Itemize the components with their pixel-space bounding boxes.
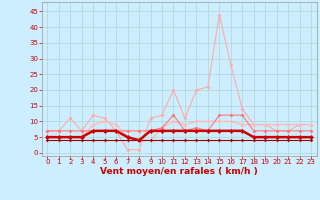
X-axis label: Vent moyen/en rafales ( km/h ): Vent moyen/en rafales ( km/h ) [100, 167, 258, 176]
